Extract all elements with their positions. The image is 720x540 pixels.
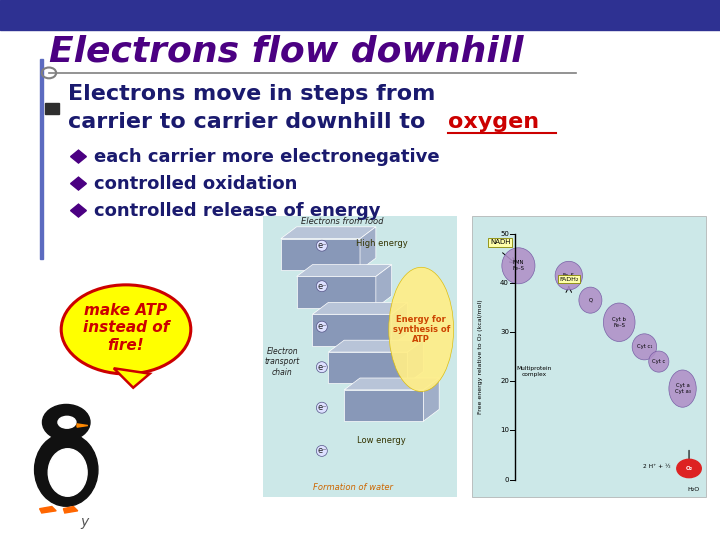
Ellipse shape: [502, 248, 535, 284]
Polygon shape: [360, 227, 376, 270]
Ellipse shape: [579, 287, 602, 313]
Circle shape: [42, 404, 90, 440]
Text: e⁻: e⁻: [317, 322, 327, 331]
Text: FADH₂: FADH₂: [559, 277, 578, 282]
Text: 50: 50: [500, 231, 509, 237]
Text: H₂O: H₂O: [687, 487, 700, 492]
Polygon shape: [328, 352, 408, 383]
Polygon shape: [281, 227, 376, 239]
Text: controlled release of energy: controlled release of energy: [94, 201, 380, 220]
Text: Energy for
synthesis of
ATP: Energy for synthesis of ATP: [392, 314, 450, 345]
Text: 30: 30: [500, 329, 509, 335]
Polygon shape: [328, 340, 423, 352]
Text: Cyt c₁: Cyt c₁: [636, 345, 652, 349]
Text: High energy: High energy: [356, 239, 408, 247]
Bar: [0, 0, 720, 30]
Polygon shape: [297, 265, 392, 276]
Ellipse shape: [58, 416, 76, 428]
Text: FMN
Fe–S: FMN Fe–S: [513, 260, 524, 271]
Text: Electrons flow downhill: Electrons flow downhill: [49, 35, 523, 68]
Text: e⁻: e⁻: [317, 447, 327, 455]
Ellipse shape: [61, 285, 191, 374]
Polygon shape: [392, 302, 408, 346]
Polygon shape: [40, 507, 56, 513]
Text: controlled oxidation: controlled oxidation: [94, 174, 297, 193]
Text: make ATP
instead of
fire!: make ATP instead of fire!: [83, 303, 169, 353]
Polygon shape: [376, 265, 392, 308]
Polygon shape: [77, 424, 88, 427]
Text: Electrons from food: Electrons from food: [301, 217, 383, 226]
Polygon shape: [408, 340, 423, 383]
Text: Electrons move in steps from: Electrons move in steps from: [68, 84, 436, 105]
Polygon shape: [312, 314, 392, 346]
Text: each carrier more electronegative: each carrier more electronegative: [94, 147, 439, 166]
Text: e⁻: e⁻: [317, 403, 327, 412]
Text: 20: 20: [500, 378, 509, 384]
Polygon shape: [297, 276, 376, 308]
Polygon shape: [63, 507, 78, 513]
Text: 10: 10: [500, 427, 509, 434]
Text: Low energy: Low energy: [357, 436, 406, 444]
Bar: [45, 103, 59, 114]
Text: e⁻: e⁻: [317, 241, 327, 250]
Polygon shape: [114, 368, 150, 388]
Ellipse shape: [669, 370, 696, 407]
Text: 2 H⁺ + ½: 2 H⁺ + ½: [643, 463, 670, 469]
Text: O₂: O₂: [685, 466, 693, 471]
Circle shape: [677, 460, 701, 478]
Text: Cyt c: Cyt c: [652, 359, 665, 364]
Ellipse shape: [48, 449, 87, 496]
Bar: [472, 216, 706, 497]
Text: y: y: [81, 515, 89, 529]
Text: Free energy relative to O₂ (kcal/mol): Free energy relative to O₂ (kcal/mol): [478, 299, 482, 414]
Polygon shape: [281, 239, 360, 270]
Ellipse shape: [649, 351, 669, 372]
Text: Formation of water: Formation of water: [312, 483, 393, 491]
Text: NADH: NADH: [490, 239, 510, 245]
Ellipse shape: [555, 261, 582, 290]
Polygon shape: [423, 378, 439, 421]
Bar: [40, 59, 43, 259]
Text: 40: 40: [500, 280, 509, 286]
Polygon shape: [312, 302, 408, 314]
Ellipse shape: [35, 445, 58, 475]
Text: Cyt b
Fe–S: Cyt b Fe–S: [612, 317, 626, 328]
Bar: [263, 216, 457, 497]
Text: Cyt a
Cyt a₃: Cyt a Cyt a₃: [675, 383, 690, 394]
Text: carrier to carrier downhill to: carrier to carrier downhill to: [68, 111, 433, 132]
Ellipse shape: [389, 267, 454, 392]
Polygon shape: [71, 204, 86, 217]
Ellipse shape: [35, 433, 98, 507]
Text: Fe–S: Fe–S: [563, 273, 575, 278]
Polygon shape: [344, 390, 423, 421]
Text: oxygen: oxygen: [448, 111, 539, 132]
Ellipse shape: [632, 334, 657, 360]
Polygon shape: [71, 177, 86, 190]
Text: 0: 0: [505, 476, 509, 483]
Polygon shape: [71, 150, 86, 163]
Text: Q: Q: [588, 298, 593, 302]
Polygon shape: [344, 378, 439, 390]
Text: Multiprotein
complex: Multiprotein complex: [517, 366, 552, 377]
Text: e⁻: e⁻: [317, 282, 327, 291]
Text: e⁻: e⁻: [317, 363, 327, 372]
Ellipse shape: [603, 303, 635, 341]
Text: Electron
transport
chain: Electron transport chain: [265, 347, 300, 377]
